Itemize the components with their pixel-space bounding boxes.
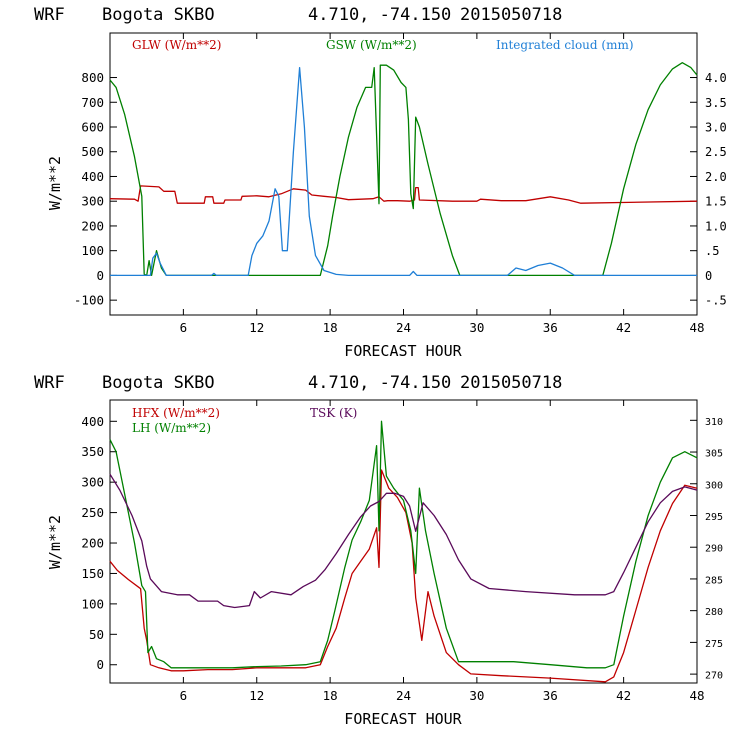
y-tick-label: 0 xyxy=(96,657,104,672)
panel2-y-ticks: 0 50 100 150 200 250 300 350 400 xyxy=(81,414,117,672)
y2-tick-label: 3.0 xyxy=(705,121,727,135)
y2-tick-label: .5 xyxy=(705,244,719,258)
y2-tick-label: -.5 xyxy=(705,294,727,308)
panel2-title-coords: 4.710, -74.150 xyxy=(308,373,451,393)
panel2-plot-frame xyxy=(109,399,698,684)
legend-lh: LH (W/m**2) xyxy=(132,421,211,435)
panel2-y-axis-label: W/m**2 xyxy=(46,515,64,569)
y2-tick-label: 300 xyxy=(705,480,723,491)
x-tick-label: 30 xyxy=(469,688,484,703)
panel1-y-ticks: -100 0 100 200 300 400 500 600 700 800 xyxy=(74,70,117,308)
y-tick-label: 50 xyxy=(89,627,104,642)
panel1-x-axis-label: FORECAST HOUR xyxy=(344,342,462,360)
y-tick-label: 400 xyxy=(81,169,104,184)
x-tick-label: 48 xyxy=(689,320,704,335)
panel1-title-model: WRF xyxy=(34,5,65,25)
panel1-title-coords: 4.710, -74.150 xyxy=(308,5,451,25)
y2-tick-label: 275 xyxy=(705,639,723,650)
y-tick-label: 350 xyxy=(81,444,104,459)
y-tick-label: 200 xyxy=(81,536,104,551)
y-tick-label: 0 xyxy=(96,268,104,283)
panel1-x-ticks: 6 12 18 24 30 36 42 48 xyxy=(180,33,705,335)
x-tick-label: 6 xyxy=(180,320,188,335)
panel2-y2-ticks: 270 275 280 285 290 295 300 305 310 xyxy=(690,417,723,682)
panel2-series xyxy=(109,420,698,683)
x-tick-label: 18 xyxy=(323,688,338,703)
y2-tick-label: 285 xyxy=(705,575,723,586)
x-tick-label: 24 xyxy=(396,320,411,335)
y2-tick-label: 270 xyxy=(705,671,723,682)
x-tick-label: 6 xyxy=(180,688,188,703)
y2-tick-label: 295 xyxy=(705,512,723,523)
y-tick-label: 800 xyxy=(81,70,104,85)
y2-tick-label: 4.0 xyxy=(705,71,727,85)
series-line-tsk xyxy=(109,473,698,609)
y-tick-label: 500 xyxy=(81,144,104,159)
panel1-title-station: Bogota SKBO xyxy=(102,5,215,25)
x-tick-label: 48 xyxy=(689,688,704,703)
legend-tsk: TSK (K) xyxy=(310,406,357,420)
y-tick-label: 250 xyxy=(81,505,104,520)
x-tick-label: 36 xyxy=(543,688,558,703)
series-line-integrated xyxy=(110,66,697,277)
y2-tick-label: 290 xyxy=(705,544,723,555)
panel1-series xyxy=(109,62,698,277)
x-tick-label: 18 xyxy=(323,320,338,335)
y-tick-label: -100 xyxy=(74,293,104,308)
x-tick-label: 12 xyxy=(249,688,264,703)
x-tick-label: 24 xyxy=(396,688,411,703)
x-tick-label: 42 xyxy=(616,688,631,703)
x-tick-label: 30 xyxy=(469,320,484,335)
panel2-title-model: WRF xyxy=(34,373,65,393)
series-line-gsw xyxy=(109,62,698,277)
panel1-plot-frame xyxy=(109,32,698,316)
x-tick-label: 42 xyxy=(616,320,631,335)
y-tick-label: 600 xyxy=(81,120,104,135)
y-tick-label: 300 xyxy=(81,194,104,209)
x-tick-label: 12 xyxy=(249,320,264,335)
y2-tick-label: 310 xyxy=(705,417,723,428)
x-tick-label: 36 xyxy=(543,320,558,335)
y2-tick-label: 1.5 xyxy=(705,195,727,209)
panel1-title-date: 2015050718 xyxy=(460,5,562,25)
y2-tick-label: 2.5 xyxy=(705,145,727,159)
legend-gsw: GSW (W/m**2) xyxy=(326,38,417,52)
y-tick-label: 150 xyxy=(81,566,104,581)
series-line-hfx xyxy=(109,469,698,683)
panel-radiation: WRF Bogota SKBO 4.710, -74.150 201505071… xyxy=(34,5,727,360)
y-tick-label: 200 xyxy=(81,218,104,233)
y2-tick-label: 2.0 xyxy=(705,170,727,184)
series-line-glw xyxy=(109,185,698,204)
y-tick-label: 100 xyxy=(81,243,104,258)
y-tick-label: 100 xyxy=(81,596,104,611)
y2-tick-label: 0 xyxy=(705,269,712,283)
y-tick-label: 300 xyxy=(81,475,104,490)
y2-tick-label: 1.0 xyxy=(705,219,727,233)
y-tick-label: 700 xyxy=(81,95,104,110)
panel2-title-station: Bogota SKBO xyxy=(102,373,215,393)
panel2-x-ticks: 6 12 18 24 30 36 42 48 xyxy=(180,400,705,703)
y2-tick-label: 3.5 xyxy=(705,96,727,110)
panel1-y2-ticks: -.5 0 .5 1.0 1.5 2.0 2.5 3.0 3.5 4.0 xyxy=(690,71,727,308)
y2-tick-label: 305 xyxy=(705,449,723,460)
legend-integrated-cloud: Integrated cloud (mm) xyxy=(496,38,634,52)
y-tick-label: 400 xyxy=(81,414,104,429)
legend-glw: GLW (W/m**2) xyxy=(132,38,221,52)
y2-tick-label: 280 xyxy=(705,607,723,618)
series-line-lh xyxy=(109,420,698,669)
legend-hfx: HFX (W/m**2) xyxy=(132,406,220,420)
panel1-y-axis-label: W/m**2 xyxy=(46,156,64,210)
panel2-title-date: 2015050718 xyxy=(460,373,562,393)
panel2-x-axis-label: FORECAST HOUR xyxy=(344,710,462,728)
panel-surface-fluxes: WRF Bogota SKBO 4.710, -74.150 201505071… xyxy=(34,373,723,728)
